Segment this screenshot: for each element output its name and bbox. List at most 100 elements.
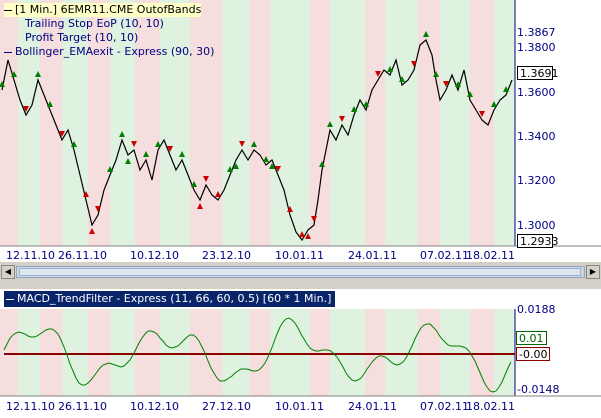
regime-band	[385, 0, 418, 246]
long-entry-marker	[143, 151, 149, 157]
short-entry-marker	[339, 116, 345, 122]
long-entry-marker	[433, 71, 439, 77]
price-chart-panel[interactable]: [1 Min.] 6EMR11.CME OutofBands Trailing …	[0, 0, 601, 262]
long-entry-marker	[125, 158, 131, 164]
price-chart-canvas[interactable]	[0, 0, 601, 262]
long-entry-marker	[119, 131, 125, 137]
regime-band	[0, 309, 18, 396]
long-entry-marker	[263, 156, 269, 162]
regime-band	[18, 309, 40, 396]
x-tick-label: 10.12.10	[130, 400, 179, 413]
long-entry-marker	[107, 166, 113, 172]
y-tick-label: 0.0188	[517, 303, 556, 316]
scrollbar-track[interactable]	[16, 266, 585, 278]
x-tick-label: 10.12.10	[130, 249, 179, 262]
short-entry-marker	[479, 111, 485, 117]
short-entry-marker	[167, 146, 173, 152]
regime-band	[135, 0, 160, 246]
regime-band	[88, 0, 110, 246]
macd-line	[3, 317, 512, 393]
regime-band	[88, 309, 110, 396]
profit-target-legend[interactable]: Profit Target (10, 10)	[25, 31, 138, 45]
regime-band	[0, 0, 18, 246]
signal-value-badge: -0.00	[516, 347, 551, 361]
long-entry-marker	[455, 81, 461, 87]
macd-chart-canvas[interactable]	[0, 289, 601, 418]
x-tick-label: 10.01.11	[275, 249, 324, 262]
short-entry-marker	[203, 176, 209, 182]
y-tick-label: 1.3200	[517, 174, 556, 187]
profit-target-legend-text: Profit Target (10, 10)	[25, 31, 139, 44]
long-entry-marker	[179, 151, 185, 157]
long-entry-marker	[47, 101, 53, 107]
legend-line-icon	[6, 298, 14, 300]
trailing-stop-legend[interactable]: Trailing Stop EoP (10, 10)	[25, 17, 164, 31]
regime-band	[330, 0, 365, 246]
price-line	[1, 39, 513, 242]
long-entry-marker	[83, 191, 89, 197]
macd-value-badge: 0.01	[516, 331, 547, 345]
short-entry-marker	[411, 61, 417, 67]
x-tick-label: 10.01.11	[275, 400, 324, 413]
long-entry-marker	[319, 161, 325, 167]
long-entry-marker	[423, 31, 429, 37]
x-tick-label: 26.11.10	[58, 400, 107, 413]
regime-band	[160, 0, 190, 246]
regime-band	[365, 0, 385, 246]
long-entry-marker	[491, 101, 497, 107]
regime-band	[222, 309, 250, 396]
x-tick-label: 27.12.10	[202, 400, 251, 413]
regime-band	[440, 309, 470, 396]
y-tick-label: 1.3000	[517, 219, 556, 232]
long-entry-marker	[11, 71, 17, 77]
regime-band	[110, 309, 135, 396]
regime-band	[418, 309, 440, 396]
long-entry-marker	[269, 163, 275, 169]
regime-band	[270, 309, 310, 396]
time-scrollbar[interactable]: ◀ ▶	[0, 264, 601, 280]
arrow-left-icon[interactable]: ◀	[1, 265, 15, 279]
regime-band	[470, 309, 494, 396]
regime-band	[418, 0, 440, 246]
x-tick-label: 23.12.10	[202, 249, 251, 262]
bollinger-legend[interactable]: Bollinger_EMAexit - Express (90, 30)	[4, 45, 214, 59]
scrollbar-thumb[interactable]	[19, 268, 581, 276]
macd-chart-panel[interactable]: MACD_TrendFilter - Express (11, 66, 60, …	[0, 289, 601, 418]
regime-band	[494, 0, 515, 246]
long-entry-marker	[71, 141, 77, 147]
regime-band	[310, 0, 330, 246]
long-entry-marker	[0, 81, 5, 87]
long-entry-marker	[215, 191, 221, 197]
regime-band	[222, 0, 250, 246]
x-tick-label: 18.02.11	[466, 249, 515, 262]
long-entry-marker	[399, 76, 405, 82]
short-entry-marker	[131, 141, 137, 147]
regime-band	[270, 0, 310, 246]
regime-band	[135, 309, 160, 396]
arrow-right-icon[interactable]: ▶	[586, 265, 600, 279]
legend-line-icon	[4, 51, 12, 53]
long-entry-marker	[191, 181, 197, 187]
instrument-legend[interactable]: [1 Min.] 6EMR11.CME OutofBands	[4, 3, 202, 17]
instrument-legend-text: [1 Min.] 6EMR11.CME OutofBands	[15, 3, 202, 16]
regime-band	[310, 309, 330, 396]
macd-legend[interactable]: MACD_TrendFilter - Express (11, 66, 60, …	[4, 291, 336, 307]
x-tick-label: 26.11.10	[58, 249, 107, 262]
short-entry-marker	[59, 131, 65, 137]
y-tick-label: -0.0148	[517, 383, 560, 396]
short-entry-marker	[239, 141, 245, 147]
long-entry-marker	[155, 141, 161, 147]
regime-band	[250, 309, 270, 396]
long-entry-marker	[327, 121, 333, 127]
regime-band	[494, 309, 515, 396]
regime-band	[62, 0, 88, 246]
x-tick-label: 07.02.11	[420, 400, 469, 413]
short-entry-marker	[95, 206, 101, 212]
long-entry-marker	[233, 163, 239, 169]
regime-band	[190, 309, 222, 396]
long-entry-marker	[35, 71, 41, 77]
long-entry-marker	[251, 141, 257, 147]
long-entry-marker	[387, 66, 393, 72]
short-entry-marker	[375, 71, 381, 77]
low-price-badge: 1.2933	[517, 234, 559, 248]
